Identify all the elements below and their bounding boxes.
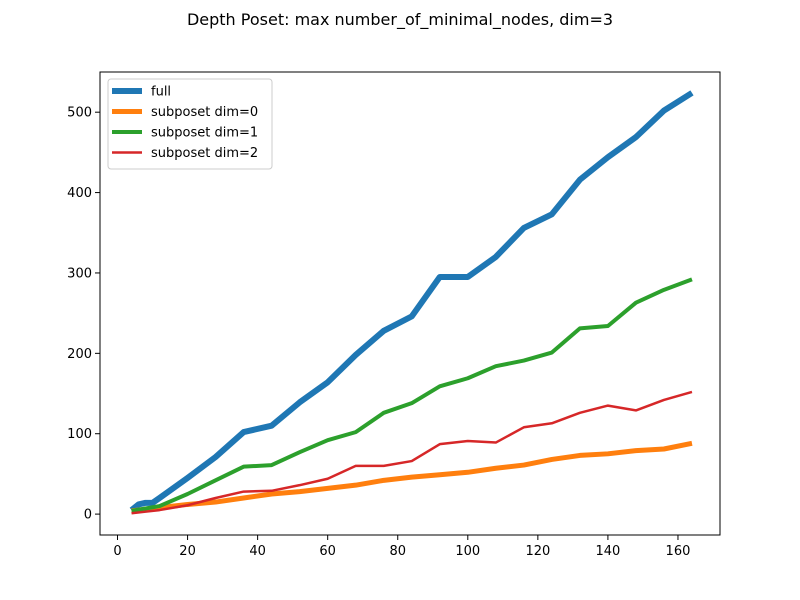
axes-frame xyxy=(99,71,721,536)
legend: full subposet dim=0 subposet dim=1 subposet… xyxy=(107,78,273,170)
x-tick-label-3: 60 xyxy=(319,544,336,559)
x-tick-label-1: 20 xyxy=(179,544,196,559)
chart-title: Depth Poset: max number_of_minimal_nodes… xyxy=(187,10,613,30)
x-tick-label-6: 120 xyxy=(525,544,550,559)
legend-box xyxy=(107,78,273,170)
x-tick-label-7: 140 xyxy=(595,544,620,559)
y-tick-label-5: 500 xyxy=(67,106,92,121)
plot-area xyxy=(129,90,694,515)
legend-entry-1: subposet dim=0 xyxy=(151,105,258,120)
y-tick-label-2: 200 xyxy=(67,347,92,362)
x-tick-label-5: 100 xyxy=(455,544,480,559)
series-line-3 xyxy=(131,390,693,515)
x-tick-label-2: 40 xyxy=(249,544,266,559)
axes: 0 20 40 60 80 100 120 140 160 0 100 200 300 400 500 xyxy=(67,71,721,559)
series-line-2 xyxy=(131,277,693,513)
y-tick-label-1: 100 xyxy=(67,427,92,442)
legend-entry-0: full xyxy=(151,85,171,100)
series-line-1 xyxy=(131,440,693,514)
x-tick-label-0: 0 xyxy=(113,544,121,559)
legend-entry-2: subposet dim=1 xyxy=(151,126,258,141)
series-line-0 xyxy=(129,90,694,513)
y-tick-label-4: 400 xyxy=(67,186,92,201)
y-tick-label-3: 300 xyxy=(67,266,92,281)
x-tick-label-4: 80 xyxy=(389,544,406,559)
x-tick-label-8: 160 xyxy=(666,544,691,559)
legend-entry-3: subposet dim=2 xyxy=(151,146,258,161)
y-tick-label-0: 0 xyxy=(84,508,92,523)
